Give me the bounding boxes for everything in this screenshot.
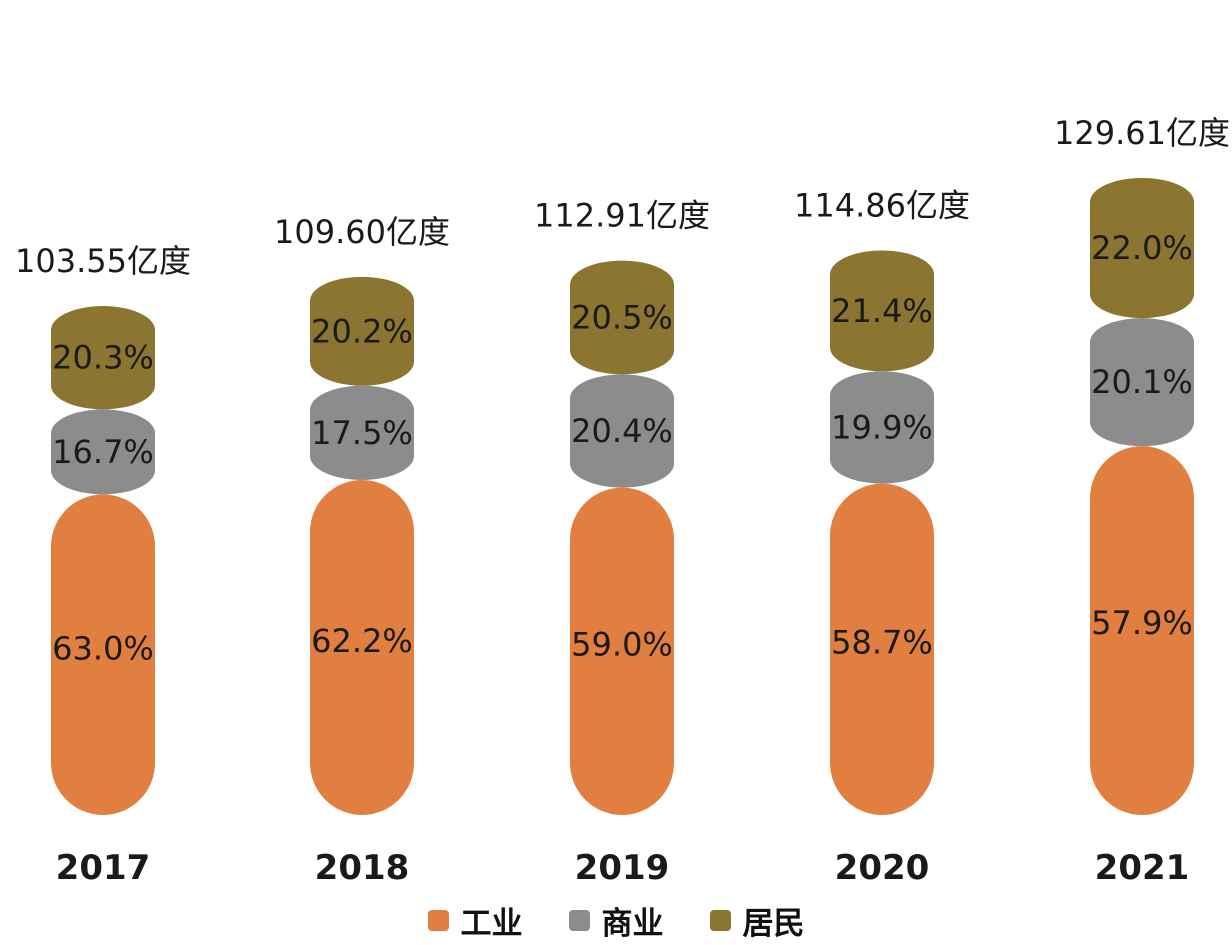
data-label-commerce-2021: 20.1%	[1091, 363, 1193, 401]
legend-item-industry: 工业	[427, 898, 523, 943]
bar-segment-residential-2020	[830, 250, 934, 372]
x-tick-label-2021: 2021	[1095, 848, 1190, 888]
legend-item-commerce: 商业	[568, 898, 664, 943]
legend-item-residential: 居民	[709, 898, 805, 943]
x-tick-label-2019: 2019	[575, 848, 670, 888]
data-label-commerce-2017: 16.7%	[52, 433, 154, 471]
total-label-2019: 112.91亿度	[534, 197, 710, 235]
data-label-residential-2019: 20.5%	[571, 298, 673, 336]
total-label-2020: 114.86亿度	[794, 186, 970, 224]
bar-segment-commerce-2017	[51, 409, 155, 495]
data-label-industry-2021: 57.9%	[1091, 604, 1193, 642]
data-label-commerce-2018: 17.5%	[311, 414, 413, 452]
x-tick-label-2018: 2018	[315, 848, 410, 888]
data-label-residential-2017: 20.3%	[52, 339, 154, 377]
bar-segment-industry-2017	[51, 494, 155, 815]
data-label-industry-2018: 62.2%	[311, 622, 413, 660]
data-label-residential-2018: 20.2%	[311, 312, 413, 350]
column-2018: 62.2% 17.5% 20.2% 109.60亿度	[274, 213, 450, 815]
bar-segment-industry-2021	[1090, 446, 1194, 815]
bar-segment-industry-2019	[570, 487, 674, 815]
legend-label-residential: 居民	[742, 905, 805, 942]
column-2017: 63.0% 16.7% 20.3% 103.55亿度	[15, 242, 191, 815]
data-label-industry-2019: 59.0%	[571, 626, 673, 664]
data-label-industry-2020: 58.7%	[831, 624, 933, 662]
data-label-residential-2020: 21.4%	[831, 292, 933, 330]
bar-segment-commerce-2019	[570, 374, 674, 488]
bar-segment-industry-2018	[310, 479, 414, 815]
bar-segment-residential-2017	[51, 306, 155, 410]
bar-segment-commerce-2021	[1090, 318, 1194, 447]
bar-segment-residential-2018	[310, 276, 414, 386]
column-2020: 58.7% 19.9% 21.4% 114.86亿度	[794, 186, 970, 815]
legend-label-commerce: 商业	[601, 905, 664, 942]
data-label-residential-2021: 22.0%	[1091, 229, 1193, 267]
data-label-commerce-2019: 20.4%	[571, 412, 673, 450]
bar-segment-commerce-2020	[830, 371, 934, 484]
total-label-2018: 109.60亿度	[274, 213, 450, 251]
column-2021: 57.9% 20.1% 22.0% 129.61亿度	[1054, 114, 1230, 815]
bar-segment-residential-2019	[570, 260, 674, 375]
legend: 工业 商业 居民	[0, 895, 1232, 945]
x-tick-label-2020: 2020	[835, 848, 930, 888]
legend-label-industry: 工业	[460, 905, 523, 942]
legend-swatch-residential	[709, 909, 731, 931]
legend-swatch-commerce	[568, 909, 590, 931]
total-label-2017: 103.55亿度	[15, 242, 191, 280]
bar-segment-commerce-2018	[310, 385, 414, 480]
data-label-industry-2017: 63.0%	[52, 629, 154, 667]
x-tick-label-2017: 2017	[56, 848, 151, 888]
bar-segment-industry-2020	[830, 483, 934, 815]
total-label-2021: 129.61亿度	[1054, 114, 1230, 152]
bar-segment-residential-2021	[1090, 177, 1194, 319]
legend-swatch-industry	[427, 909, 449, 931]
column-2019: 59.0% 20.4% 20.5% 112.91亿度	[534, 197, 710, 815]
data-label-commerce-2020: 19.9%	[831, 408, 933, 446]
